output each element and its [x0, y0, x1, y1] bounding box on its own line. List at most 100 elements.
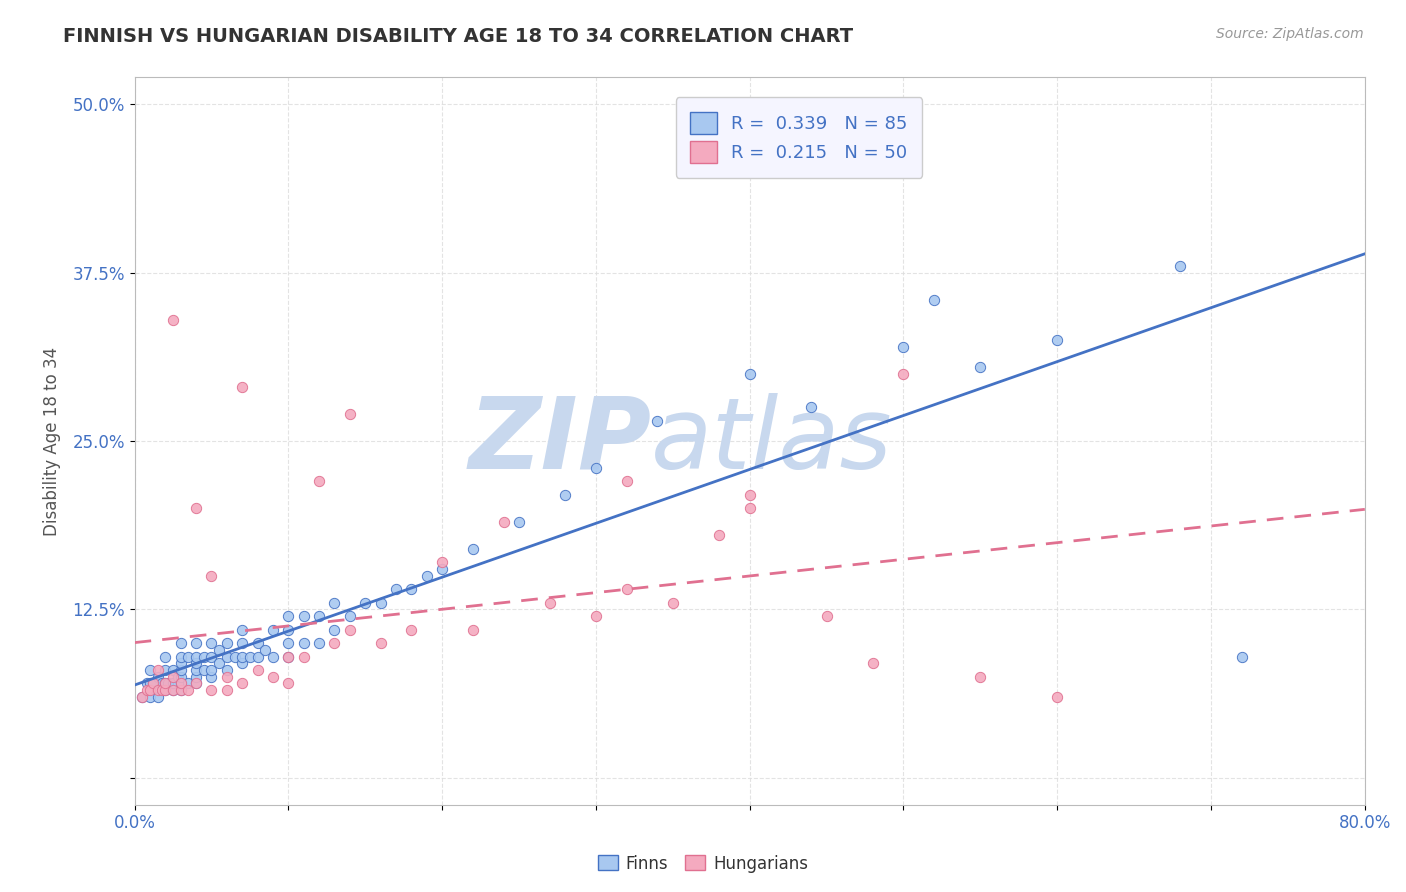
Text: ZIP: ZIP: [468, 392, 651, 490]
Point: [308, 475, 330, 489]
Point: [224, 649, 246, 664]
Point: [738, 488, 761, 502]
Point: [277, 623, 299, 637]
Point: [1168, 259, 1191, 273]
Point: [184, 663, 207, 677]
Point: [131, 690, 153, 704]
Point: [616, 475, 638, 489]
Text: atlas: atlas: [651, 392, 893, 490]
Point: [184, 649, 207, 664]
Point: [262, 623, 284, 637]
Point: [354, 596, 377, 610]
Point: [554, 488, 576, 502]
Point: [738, 367, 761, 381]
Point: [155, 683, 177, 698]
Point: [538, 596, 561, 610]
Point: [800, 401, 823, 415]
Point: [131, 690, 153, 704]
Point: [184, 501, 207, 516]
Point: [193, 649, 215, 664]
Point: [1046, 690, 1069, 704]
Point: [184, 636, 207, 650]
Point: [139, 683, 162, 698]
Point: [862, 657, 884, 671]
Point: [215, 670, 238, 684]
Point: [139, 676, 162, 690]
Point: [170, 636, 193, 650]
Point: [231, 636, 253, 650]
Point: [246, 649, 269, 664]
Point: [292, 649, 315, 664]
Point: [585, 461, 607, 475]
Point: [370, 636, 392, 650]
Point: [170, 649, 193, 664]
Point: [893, 340, 915, 354]
Point: [157, 676, 180, 690]
Point: [200, 670, 222, 684]
Point: [401, 623, 423, 637]
Point: [170, 663, 193, 677]
Point: [893, 367, 915, 381]
Point: [277, 649, 299, 664]
Point: [155, 649, 177, 664]
Point: [323, 623, 346, 637]
Point: [922, 293, 945, 307]
Point: [292, 609, 315, 624]
Point: [323, 636, 346, 650]
Point: [208, 642, 231, 657]
Point: [155, 683, 177, 698]
Point: [461, 623, 484, 637]
Point: [707, 528, 730, 542]
Point: [969, 670, 991, 684]
Point: [323, 596, 346, 610]
Point: [662, 596, 685, 610]
Point: [155, 676, 177, 690]
Point: [461, 541, 484, 556]
Point: [231, 380, 253, 394]
Point: [193, 663, 215, 677]
Point: [277, 636, 299, 650]
Point: [162, 670, 184, 684]
Point: [430, 562, 453, 576]
Point: [200, 568, 222, 582]
Point: [170, 683, 193, 698]
Point: [254, 642, 277, 657]
Point: [616, 582, 638, 597]
Point: [231, 676, 253, 690]
Point: [215, 663, 238, 677]
Point: [177, 683, 200, 698]
Point: [231, 623, 253, 637]
Point: [135, 683, 157, 698]
Point: [150, 676, 173, 690]
Text: Source: ZipAtlas.com: Source: ZipAtlas.com: [1216, 27, 1364, 41]
Point: [815, 609, 838, 624]
Point: [166, 670, 188, 684]
Point: [155, 663, 177, 677]
Point: [969, 359, 991, 374]
Point: [162, 313, 184, 327]
Point: [370, 596, 392, 610]
Point: [200, 636, 222, 650]
Point: [401, 582, 423, 597]
Point: [308, 609, 330, 624]
Point: [184, 676, 207, 690]
Point: [277, 649, 299, 664]
Point: [146, 670, 169, 684]
Point: [146, 690, 169, 704]
Point: [200, 683, 222, 698]
Point: [492, 515, 515, 529]
Point: [215, 649, 238, 664]
Y-axis label: Disability Age 18 to 34: Disability Age 18 to 34: [44, 346, 60, 535]
Text: FINNISH VS HUNGARIAN DISABILITY AGE 18 TO 34 CORRELATION CHART: FINNISH VS HUNGARIAN DISABILITY AGE 18 T…: [63, 27, 853, 45]
Point: [162, 663, 184, 677]
Point: [139, 663, 162, 677]
Point: [177, 676, 200, 690]
Point: [177, 649, 200, 664]
Point: [385, 582, 408, 597]
Point: [200, 663, 222, 677]
Point: [208, 657, 231, 671]
Point: [246, 636, 269, 650]
Point: [339, 407, 361, 421]
Point: [508, 515, 530, 529]
Point: [146, 683, 169, 698]
